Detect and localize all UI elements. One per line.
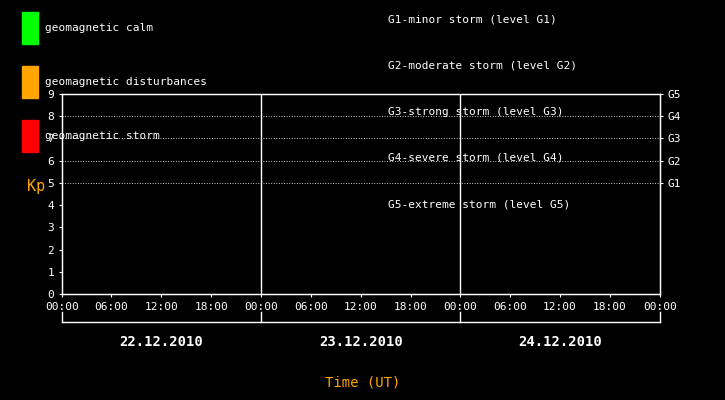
Text: G3-strong storm (level G3): G3-strong storm (level G3)	[388, 107, 563, 117]
Text: G5-extreme storm (level G5): G5-extreme storm (level G5)	[388, 199, 570, 209]
Text: G4-severe storm (level G4): G4-severe storm (level G4)	[388, 153, 563, 163]
Text: 23.12.2010: 23.12.2010	[319, 335, 402, 349]
Text: geomagnetic storm: geomagnetic storm	[45, 131, 160, 141]
Y-axis label: Kp: Kp	[27, 179, 45, 194]
Text: G1-minor storm (level G1): G1-minor storm (level G1)	[388, 15, 557, 25]
Text: G2-moderate storm (level G2): G2-moderate storm (level G2)	[388, 61, 577, 71]
Text: geomagnetic calm: geomagnetic calm	[45, 23, 153, 33]
Text: 22.12.2010: 22.12.2010	[120, 335, 203, 349]
Text: 24.12.2010: 24.12.2010	[518, 335, 602, 349]
Text: geomagnetic disturbances: geomagnetic disturbances	[45, 77, 207, 87]
Text: Time (UT): Time (UT)	[325, 375, 400, 389]
